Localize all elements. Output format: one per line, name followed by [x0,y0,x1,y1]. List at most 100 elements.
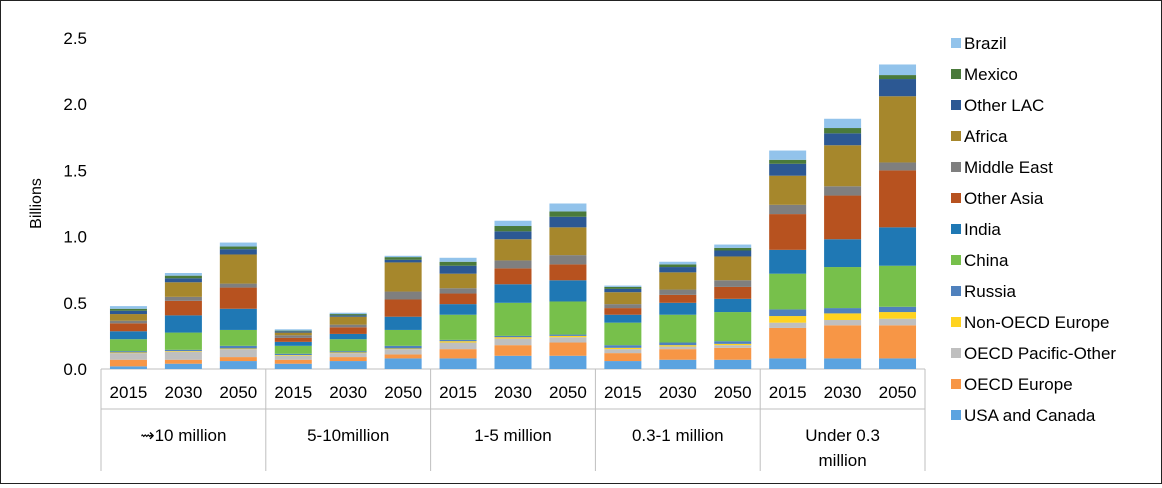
x-tick-label: 2050 [549,383,587,402]
bar-segment-middle-east [549,255,587,265]
legend-swatch [951,286,961,296]
bar-segment-middle-east [769,204,807,215]
bar-segment-usa-and-canada [274,363,312,369]
bar-segment-china [274,345,312,354]
bar-segment-other-lac [274,331,312,333]
bar-segment-middle-east [219,283,257,288]
bar-segment-other-lac [164,278,202,283]
bar-segment-other-lac [879,79,917,97]
legend-swatch [951,317,961,327]
bar-segment-middle-east [274,335,312,338]
bar-segment-other-lac [549,216,587,228]
bar-segment-mexico [219,246,257,250]
bar-segment-middle-east [164,296,202,301]
bar-segment-usa-and-canada [109,366,147,369]
bar-segment-other-lac [494,231,532,240]
bar-segment-india [494,284,532,303]
x-tick-label: 2015 [110,383,148,402]
bar-segment-mexico [769,159,807,164]
bar-segment-other-asia [109,323,147,332]
bar-segment-oecd-europe [439,349,477,359]
bar-segment-usa-and-canada [824,358,862,369]
legend-label: Mexico [964,65,1018,84]
bar-segment-russia [164,349,202,352]
bar-segment-middle-east [494,260,532,269]
bar-segment-oecd-europe [549,342,587,356]
bar-segment-non-oecd-europe [494,337,532,339]
bar-segment-mexico [439,261,477,266]
bar-segment-oecd-europe [824,325,862,359]
bar-segment-oecd-pacific-other [549,337,587,343]
bar-segment-other-lac [219,249,257,255]
bar-segment-russia [439,339,477,342]
y-tick-label: 1.0 [63,228,87,247]
bar-segment-usa-and-canada [329,361,367,369]
bar-segment-other-asia [494,268,532,285]
bar-segment-india [714,298,752,313]
x-tick-label: 2050 [384,383,422,402]
bar-segment-mexico [164,275,202,279]
legend-label: Russia [964,282,1017,301]
bar-segment-other-lac [769,163,807,176]
bar-segment-non-oecd-europe [604,347,642,350]
bar-segment-usa-and-canada [494,355,532,369]
legend-label: OECD Pacific-Other [964,344,1116,363]
bar-segment-oecd-europe [274,359,312,364]
bar-segment-non-oecd-europe [659,345,697,347]
bar-segment-china [109,339,147,352]
bar-segment-brazil [274,329,312,331]
bar-segment-oecd-pacific-other [439,342,477,350]
bar-segment-non-oecd-europe [549,335,587,338]
bar-segment-china [164,332,202,350]
bar-segment-india [769,249,807,274]
bar-segment-usa-and-canada [549,355,587,369]
legend-label: Middle East [964,158,1053,177]
legend-swatch [951,193,961,203]
group-label: ⇝10 million [140,426,226,445]
bar-segment-china [604,322,642,346]
bar-segment-africa [714,256,752,281]
bar-segment-china [439,314,477,340]
bar-segment-non-oecd-europe [769,316,807,323]
y-tick-label: 0.5 [63,294,87,313]
bar-segment-africa [274,332,312,336]
bar-segment-russia [219,345,257,349]
bar-segment-other-asia [659,294,697,303]
bar-segment-other-asia [329,327,367,334]
bar-segment-russia [549,334,587,336]
bar-segment-other-lac [604,288,642,293]
bar-segment-mexico [879,75,917,80]
bar-segment-oecd-europe [494,345,532,356]
bar-segment-russia [274,353,312,356]
bar-segment-non-oecd-europe [384,348,422,350]
bar-segment-mexico [659,264,697,268]
bar-segment-russia [494,335,532,338]
y-tick-label: 1.5 [63,161,87,180]
bar-segment-non-oecd-europe [879,312,917,319]
bar-segment-non-oecd-europe [164,351,202,352]
bar-segment-other-lac [714,250,752,257]
bar-segment-oecd-pacific-other [164,351,202,360]
bar-segment-mexico [494,226,532,232]
group-label: 0.3-1 million [632,426,724,445]
bar-segment-brazil [769,150,807,160]
y-tick-label: 0.0 [63,360,87,379]
x-tick-label: 2015 [274,383,312,402]
bar-segment-india [274,341,312,346]
bar-segment-other-asia [439,293,477,305]
group-label: 5-10million [307,426,389,445]
bar-segment-brazil [439,257,477,262]
bar-segment-oecd-pacific-other [714,345,752,348]
legend-swatch [951,410,961,420]
legend-label: Other LAC [964,96,1044,115]
bar-segment-oecd-europe [109,359,147,367]
bar-segment-other-asia [714,286,752,299]
bar-segment-brazil [604,285,642,287]
bar-segment-africa [109,314,147,321]
y-tick-label: 2.5 [63,29,87,48]
bar-segment-india [439,304,477,315]
bar-segment-africa [384,262,422,292]
legend-label: Other Asia [964,189,1044,208]
group-label: million [819,451,867,470]
legend-label: Non-OECD Europe [964,313,1110,332]
